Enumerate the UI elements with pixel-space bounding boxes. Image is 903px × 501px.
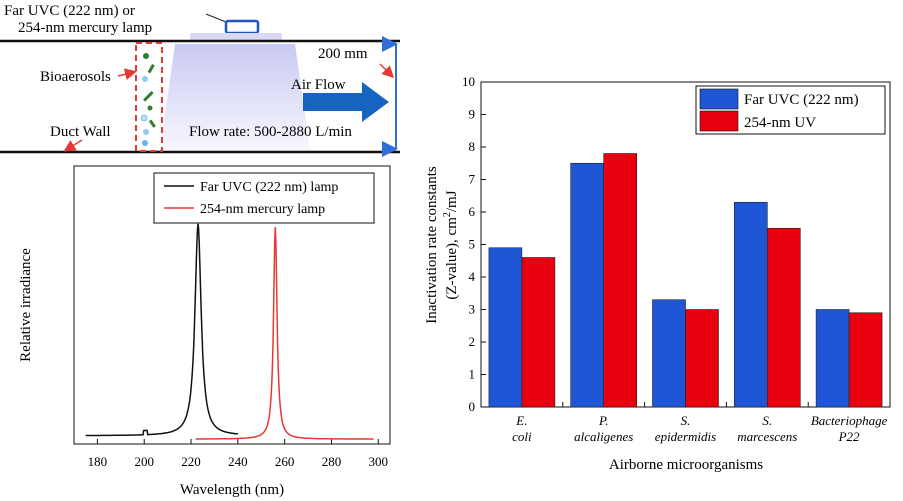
spectrum-chart: 180 200 220 240 260 280 300 Far UVC (222 nm) l… xyxy=(18,165,391,498)
duct-diagram: Far UVC (222 nm) or 254-nm mercury lamp … xyxy=(0,3,400,157)
category-label-line2: coli xyxy=(512,429,532,444)
bar-y-tick-label: 4 xyxy=(469,269,476,284)
bar-254nm-uv-3 xyxy=(766,227,801,408)
category-label-line1: S. xyxy=(681,413,691,428)
legend-label-mercury-lamp: 254-nm mercury lamp xyxy=(200,202,325,217)
bar-y-axis-title: Inactivation rate constants (Z-value), c… xyxy=(424,166,460,324)
bar-y-tick-label: 2 xyxy=(469,334,476,349)
spectrum-tick-label: 260 xyxy=(275,454,295,469)
spectrum-tick-label: 200 xyxy=(134,454,154,469)
bar-y-axis-title-line2: (Z-value), cm2/mJ xyxy=(442,190,460,299)
bar-x-axis-title: Airborne microorganisms xyxy=(609,457,763,473)
bar-far-uvc-2 xyxy=(652,299,686,408)
bar-y-tick-label: 10 xyxy=(462,74,475,89)
category-label-line1: S. xyxy=(762,413,772,428)
bioaerosols-label: Bioaerosols xyxy=(40,69,111,85)
bioaerosols-pointer xyxy=(117,68,137,81)
bar-marks xyxy=(488,153,883,408)
bar-y-ticks: 0 1 2 3 4 5 6 7 8 9 10 xyxy=(462,74,486,414)
spectrum-tick-label: 180 xyxy=(88,454,108,469)
lamp-label-line1: Far UVC (222 nm) or xyxy=(4,3,135,19)
category-label-line2: epidermidis xyxy=(655,429,716,444)
spectrum-y-axis-title: Relative irradiance xyxy=(18,248,34,362)
spectrum-tick-label: 280 xyxy=(322,454,342,469)
spectrum-tick-label: 220 xyxy=(181,454,201,469)
bar-far-uvc-0 xyxy=(488,247,523,408)
ylabel-part1: (Z-value), cm xyxy=(444,217,460,300)
height-label: 200 mm xyxy=(318,46,368,62)
bar-254nm-uv-2 xyxy=(685,309,719,408)
bar-254nm-uv-4 xyxy=(848,312,883,408)
bar-254nm-uv-1 xyxy=(603,153,638,408)
category-label-line1: Bacteriophage xyxy=(811,413,888,428)
bar-y-tick-label: 9 xyxy=(469,107,476,122)
legend-label-far-uvc: Far UVC (222 nm) xyxy=(744,92,859,108)
ylabel-sup: 2 xyxy=(442,212,453,217)
spectrum-legend xyxy=(153,172,375,224)
category-label-line1: E. xyxy=(515,413,527,428)
lamp-pointer-arrow xyxy=(205,13,227,23)
bar-y-tick-label: 3 xyxy=(469,302,476,317)
bar-far-uvc-4 xyxy=(815,309,850,408)
bar-far-uvc-3 xyxy=(733,201,768,408)
lamp-icon xyxy=(224,19,260,35)
spectrum-x-axis-title: Wavelength (nm) xyxy=(180,482,284,498)
uv-light-cone xyxy=(160,44,310,150)
air-flow-label: Air Flow xyxy=(291,77,346,93)
duct-wall-label: Duct Wall xyxy=(50,124,111,140)
category-label-line2: P22 xyxy=(838,429,860,444)
spectrum-tick-label: 240 xyxy=(228,454,248,469)
ylabel-part2: /mJ xyxy=(444,190,460,212)
category-label-line2: marcescens xyxy=(737,429,797,444)
bar-y-tick-label: 8 xyxy=(469,139,476,154)
lamp-label-line2: 254-nm mercury lamp xyxy=(18,20,152,36)
spectrum-x-ticks: 180 200 220 240 260 280 300 xyxy=(88,439,388,469)
air-flow-arrow xyxy=(303,82,389,122)
legend-swatch-254nm-uv xyxy=(699,110,739,132)
bar-254nm-uv-0 xyxy=(521,257,556,408)
bar-far-uvc-1 xyxy=(570,162,605,408)
legend-label-254nm-uv: 254-nm UV xyxy=(744,115,816,131)
legend-swatch-far-uvc xyxy=(699,88,739,110)
bar-y-tick-label: 1 xyxy=(469,367,476,382)
far-uvc-spectrum-line xyxy=(85,223,239,437)
bar-y-tick-label: 7 xyxy=(469,172,476,187)
legend-label-far-uvc-lamp: Far UVC (222 nm) lamp xyxy=(200,180,338,195)
flow-rate-label: Flow rate: 500-2880 L/min xyxy=(189,124,352,140)
duct-wall-pointer xyxy=(63,139,83,152)
height-pointer xyxy=(379,63,395,79)
bar-y-tick-label: 5 xyxy=(469,237,476,252)
bar-x-categories: E.coliP.alcaligenesS.epidermidisS.marces… xyxy=(512,402,891,444)
bar-y-tick-label: 6 xyxy=(469,204,476,219)
bar-y-tick-label: 0 xyxy=(469,399,476,414)
category-label-line2: alcaligenes xyxy=(574,429,633,444)
bar-y-axis-title-line1: Inactivation rate constants xyxy=(424,166,440,324)
bioaerosol-zone xyxy=(135,42,163,152)
lamp-housing xyxy=(190,33,282,41)
mercury-spectrum-line xyxy=(195,227,374,440)
bioaerosol-particles xyxy=(140,53,156,146)
spectrum-plot-frame xyxy=(73,165,391,445)
category-label-line1: P. xyxy=(598,413,609,428)
spectrum-tick-label: 300 xyxy=(369,454,389,469)
